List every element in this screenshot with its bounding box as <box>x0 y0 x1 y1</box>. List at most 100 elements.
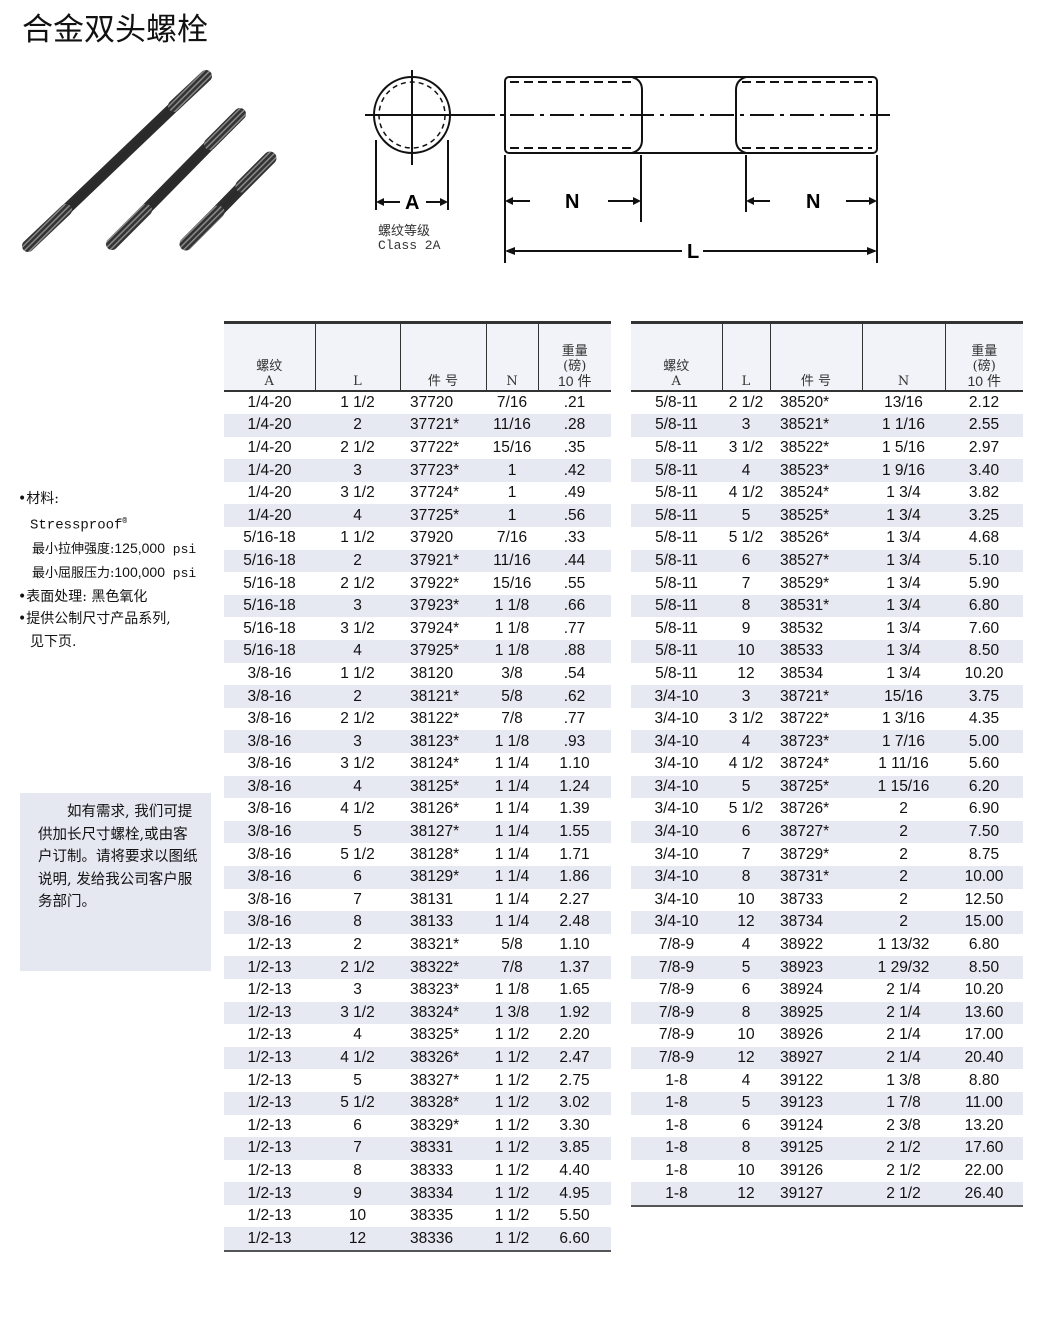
cell-length: 1 1/2 <box>340 664 375 682</box>
cell-thread: 1/2-13 <box>247 1026 292 1044</box>
cell-length: 12 <box>737 664 755 682</box>
cell-part-number: 38925 <box>770 1001 862 1025</box>
cell-n: 2 <box>899 890 908 908</box>
cell-weight: 7.50 <box>945 820 1023 844</box>
cell-thread: 1-8 <box>631 1137 722 1160</box>
cell-weight: 1.37 <box>538 956 611 979</box>
cell-weight: 2.75 <box>559 1071 590 1089</box>
cell-weight: 3.82 <box>968 484 1000 502</box>
cell-length: 5 <box>722 956 770 979</box>
cell-n: 1 3/4 <box>886 619 921 637</box>
cell-part-number: 38335 <box>410 1207 454 1225</box>
cell-n: 2 <box>862 865 945 889</box>
cell-thread: 5/16-18 <box>224 594 315 618</box>
cell-length: 3 1/2 <box>340 484 375 502</box>
table-row: 5/16-18 1 1/2 37920 7/16 .33 <box>224 527 611 550</box>
cell-length: 6 <box>315 865 400 889</box>
cell-part-number: 39127 <box>770 1182 862 1206</box>
cell-weight: 1.65 <box>559 981 590 999</box>
cell-part-number: 38333 <box>410 1161 454 1179</box>
cell-n: 1 1/8 <box>486 594 538 618</box>
cell-n: 2 1/4 <box>886 1026 921 1044</box>
cell-length: 10 <box>737 1026 755 1044</box>
cell-weight: 5.90 <box>968 574 1000 592</box>
cell-part-number: 37923* <box>400 594 486 618</box>
thread-class-value: Class 2A <box>378 238 441 253</box>
cell-thread: 1-8 <box>665 1116 688 1134</box>
cell-n: 1 7/16 <box>862 730 945 753</box>
table-row: 1/4-20 2 1/2 37722* 15/16 .35 <box>224 437 611 460</box>
cell-weight: .56 <box>538 504 611 528</box>
cell-length: 4 <box>315 640 400 663</box>
table-row: 3/8-16 2 1/2 38122* 7/8 .77 <box>224 708 611 731</box>
table-row: 5/8-11 12 38534 1 3/4 10.20 <box>631 663 1023 686</box>
cell-thread: 5/8-11 <box>631 504 722 528</box>
cell-thread: 3/8-16 <box>224 730 315 753</box>
cell-n: 1 3/4 <box>886 529 921 547</box>
table-row: 1-8 6 39124 2 3/8 13.20 <box>631 1115 1023 1138</box>
cell-n: 2 <box>862 911 945 934</box>
stud-table-left: 螺纹 A L 件 号 N 重量 (磅) 10 件 1/4-20 1 1/2 37720 7/… <box>224 321 611 1252</box>
cell-n: 1 1/2 <box>486 1182 538 1205</box>
cell-length: 1 1/2 <box>340 393 375 411</box>
table-row: 1/2-13 12 38336 1 1/2 6.60 <box>224 1227 611 1252</box>
dimension-n-right-label: N <box>806 191 820 213</box>
cell-length: 5 <box>315 820 400 844</box>
cell-part-number: 37925* <box>400 640 486 663</box>
cell-length: 3 <box>722 414 770 437</box>
cell-weight: 6.80 <box>945 594 1023 618</box>
table-row: 3/8-16 7 38131 1 1/4 2.27 <box>224 889 611 912</box>
col-n: N <box>485 322 538 391</box>
yield-strength: 最小屈服压力:100,000 psi <box>18 561 196 586</box>
tensile-unit: psi <box>165 541 197 557</box>
cell-thread: 5/8-11 <box>655 393 698 411</box>
table-row: 3/4-10 5 1/2 38726* 2 6.90 <box>631 798 1023 821</box>
cell-weight: 3.02 <box>538 1091 611 1115</box>
cell-n: 2 <box>899 800 908 818</box>
cell-length: 2 1/2 <box>315 956 400 979</box>
cell-thread: 7/8-9 <box>658 981 695 999</box>
cell-weight: 3.85 <box>538 1137 611 1160</box>
table-row: 3/4-10 3 1/2 38722* 1 3/16 4.35 <box>631 708 1023 731</box>
cell-weight: .42 <box>538 459 611 482</box>
custom-order-text: 如有需求, 我们可提供加长尺寸螺栓,或由客户订制。请将要求以图纸说明, 发给我公… <box>38 804 198 910</box>
cell-weight: 3.30 <box>559 1116 590 1134</box>
custom-order-note: 如有需求, 我们可提供加长尺寸螺栓,或由客户订制。请将要求以图纸说明, 发给我公… <box>20 793 211 971</box>
tensile-label: 最小拉伸强度: <box>32 541 115 557</box>
cell-part-number: 37924* <box>410 619 460 637</box>
cell-n: 7/16 <box>496 529 528 547</box>
cell-thread: 1/4-20 <box>224 459 315 482</box>
cell-weight: 1.39 <box>559 800 590 818</box>
cell-weight: 5.60 <box>968 755 1000 773</box>
cell-part-number: 38128* <box>410 845 460 863</box>
cell-weight: 8.50 <box>945 640 1023 663</box>
cell-thread: 7/8-9 <box>631 1046 722 1070</box>
cell-length: 8 <box>722 865 770 889</box>
cell-weight: 2.27 <box>559 890 590 908</box>
cell-part-number: 38321* <box>410 936 460 954</box>
tensile-value: 125,000 <box>114 539 165 556</box>
cell-part-number: 38121* <box>400 685 486 708</box>
cell-n: 1 1/2 <box>486 1137 538 1160</box>
cell-length: 9 <box>741 619 751 637</box>
table-row: 3/8-16 4 1/2 38126* 1 1/4 1.39 <box>224 798 611 821</box>
table-row: 1/2-13 3 1/2 38324* 1 3/8 1.92 <box>224 1001 611 1025</box>
cell-part-number: 38334 <box>400 1182 486 1205</box>
table-row: 3/8-16 5 1/2 38128* 1 1/4 1.71 <box>224 843 611 866</box>
cell-length: 2 1/2 <box>340 438 375 456</box>
cell-thread: 3/4-10 <box>631 730 722 753</box>
cell-thread: 1/2-13 <box>224 1091 315 1115</box>
cell-n: 1 1/8 <box>494 619 530 637</box>
cell-weight: 5.50 <box>559 1207 590 1225</box>
cell-part-number: 38120 <box>410 664 454 682</box>
cell-weight: 7.60 <box>968 619 1000 637</box>
table-row: 1/2-13 5 1/2 38328* 1 1/2 3.02 <box>224 1091 611 1115</box>
cell-length: 6 <box>722 820 770 844</box>
cell-thread: 1/4-20 <box>247 438 292 456</box>
cell-thread: 3/4-10 <box>631 865 722 889</box>
table-header: 螺纹 A L 件 号 N 重量 (磅) 10 件 <box>631 322 1023 391</box>
cell-n: 1 3/16 <box>881 710 926 728</box>
cell-length: 3 <box>353 981 362 999</box>
table-row: 5/8-11 4 38523* 1 9/16 3.40 <box>631 459 1023 482</box>
